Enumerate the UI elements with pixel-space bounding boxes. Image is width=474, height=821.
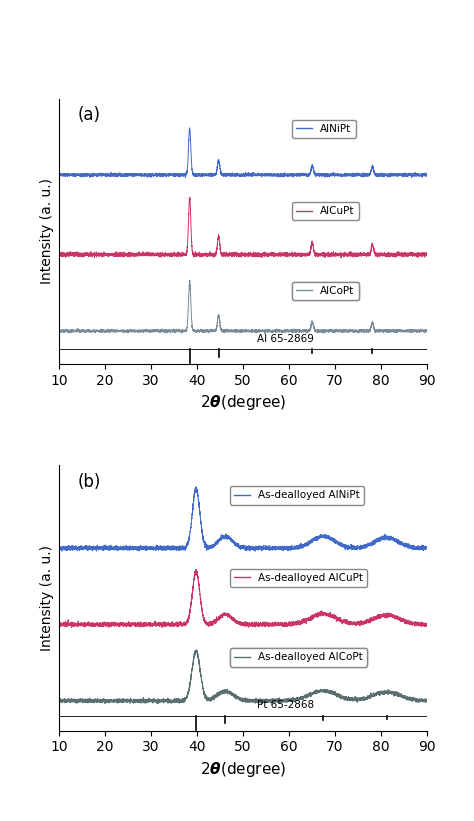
Text: Al 65-2869: Al 65-2869 <box>257 333 314 343</box>
Legend: AlCoPt: AlCoPt <box>292 282 359 300</box>
X-axis label: 2$\boldsymbol{\theta}$(degree): 2$\boldsymbol{\theta}$(degree) <box>200 760 286 779</box>
X-axis label: 2$\boldsymbol{\theta}$(degree): 2$\boldsymbol{\theta}$(degree) <box>200 393 286 412</box>
Y-axis label: Intensity (a. u.): Intensity (a. u.) <box>40 178 54 284</box>
Text: (b): (b) <box>78 473 101 491</box>
Text: (a): (a) <box>78 107 100 125</box>
Y-axis label: Intensity (a. u.): Intensity (a. u.) <box>40 545 54 651</box>
Text: Pt 65-2868: Pt 65-2868 <box>257 700 314 710</box>
Legend: As-dealloyed AlCoPt: As-dealloyed AlCoPt <box>230 649 367 667</box>
